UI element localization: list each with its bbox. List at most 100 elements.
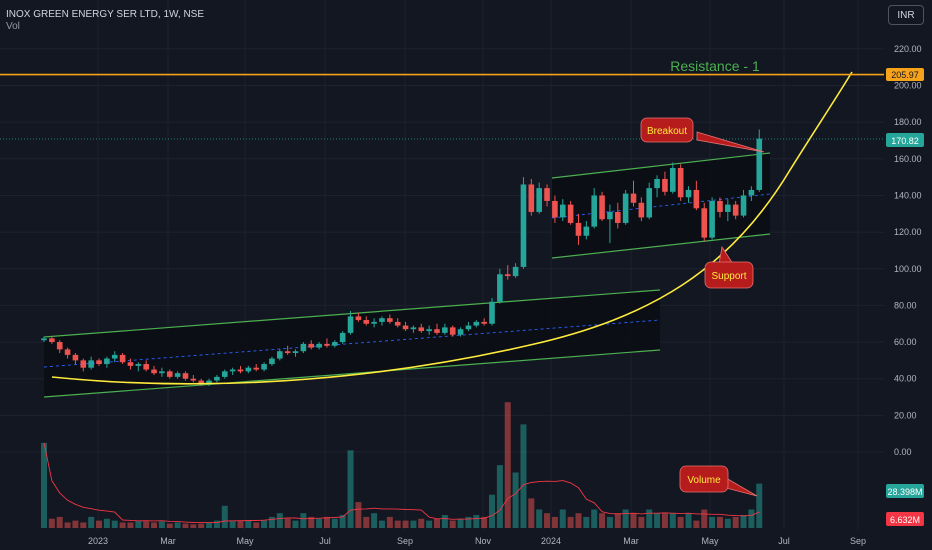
candle-body <box>544 188 550 201</box>
price-tick-label: 140.00 <box>894 190 922 200</box>
trend-channels <box>43 152 771 398</box>
channel-fill-2 <box>552 153 770 258</box>
candle-body <box>473 321 480 326</box>
candle-body <box>756 138 763 190</box>
candle-body <box>426 329 432 332</box>
time-tick-label: Sep <box>397 536 413 546</box>
candle-body <box>685 189 692 198</box>
volume-bar <box>583 516 590 528</box>
volume-bar <box>559 509 566 528</box>
resistance-label: Resistance - 1 <box>670 58 760 74</box>
candle-body <box>221 371 228 377</box>
volume-bar <box>504 402 511 528</box>
time-tick-label: 2023 <box>88 536 108 546</box>
volume-bar <box>622 509 629 528</box>
volume-bar <box>80 522 87 528</box>
candle-body <box>638 202 645 218</box>
candle-body <box>402 325 409 330</box>
volume-bar <box>732 516 739 528</box>
candle-body <box>442 327 448 333</box>
volume-bar <box>654 513 661 528</box>
candle-body <box>72 354 79 361</box>
volume-bar <box>701 509 708 528</box>
parabolic-curve <box>51 71 853 385</box>
resistance-price-badge: 205.97 <box>886 68 924 81</box>
volume-bar <box>756 483 763 528</box>
volume-bar <box>339 515 346 528</box>
volume-bar <box>512 472 519 528</box>
candle-body <box>512 266 519 277</box>
channel-upper-line <box>43 289 661 338</box>
price-tick-label: 80.00 <box>894 300 917 310</box>
candle-body <box>622 193 629 223</box>
candle-body <box>339 332 346 343</box>
candle-body <box>591 195 597 227</box>
candle-body <box>583 226 590 236</box>
volume-bar <box>386 516 393 528</box>
candle-body <box>434 329 440 333</box>
volume-bar <box>528 498 535 528</box>
candle-body <box>654 178 660 189</box>
price-tick-label: 100.00 <box>894 264 922 274</box>
candle-body <box>135 364 142 366</box>
volume-bar <box>693 520 700 528</box>
candle-body <box>80 360 87 368</box>
volume-bar <box>166 523 173 528</box>
candle-body <box>465 325 472 330</box>
volume-bar <box>646 509 653 528</box>
volume-bar <box>724 518 731 528</box>
candle-body <box>347 316 354 333</box>
volume-bar <box>685 513 692 528</box>
volume-bar <box>292 520 299 528</box>
volume-bar <box>237 520 244 528</box>
candle-body <box>300 343 307 352</box>
volume-ma-badge: 6.632M <box>886 512 924 526</box>
price-tick-label: 20.00 <box>894 410 917 420</box>
candle-body <box>418 327 425 332</box>
candle-body <box>88 360 94 368</box>
price-tick-label: 220.00 <box>894 44 922 54</box>
volume-bar <box>143 521 150 528</box>
time-tick-label: May <box>701 536 719 546</box>
candle-body <box>387 318 393 322</box>
candle-body <box>646 188 653 218</box>
candle-body <box>245 367 252 372</box>
candle-body <box>670 167 676 192</box>
volume-indicator-label[interactable]: Vol <box>6 21 20 32</box>
candle-body <box>292 351 299 354</box>
volume-bar <box>119 522 126 528</box>
volume-bar <box>268 516 275 528</box>
volume-bar <box>72 520 79 528</box>
symbol-title: INOX GREEN ENERGY SER LTD, 1W, NSE <box>6 9 205 20</box>
candle-body <box>316 343 322 348</box>
currency-button[interactable]: INR <box>888 5 924 25</box>
candle-body <box>355 316 362 321</box>
volume-bar <box>190 524 197 528</box>
price-tick-label: 60.00 <box>894 337 917 347</box>
volume-bar <box>740 515 747 528</box>
volume-bar <box>64 522 71 528</box>
volume-bar <box>111 520 118 528</box>
candle-body <box>159 371 165 374</box>
volume-bar <box>575 513 582 528</box>
volume-bar <box>308 516 315 528</box>
volume-bar <box>363 516 370 528</box>
volume-bar <box>198 523 205 528</box>
volume-bar <box>331 518 338 528</box>
candle-body <box>693 189 700 209</box>
time-tick-label: Sep <box>850 536 866 546</box>
channel2-upper-line <box>551 152 771 179</box>
volume-bar <box>630 513 637 528</box>
volume-bar <box>606 516 613 528</box>
time-tick-label: Jul <box>319 536 331 546</box>
candle-body <box>528 184 535 212</box>
time-tick-label: Nov <box>475 536 492 546</box>
volume-bar <box>496 465 503 528</box>
volume-bar <box>599 513 606 528</box>
volume-bar <box>151 522 158 528</box>
volume-bar <box>245 520 252 528</box>
volume-bar <box>41 442 47 528</box>
candle-body <box>64 349 71 355</box>
candle-body <box>119 354 126 363</box>
